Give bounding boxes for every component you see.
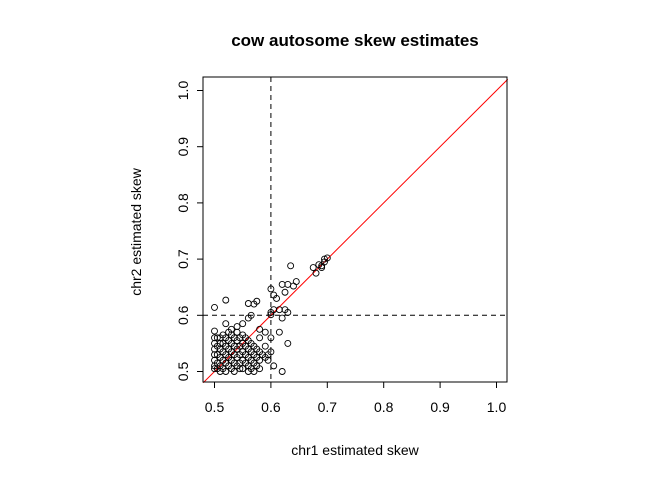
data-point	[264, 356, 272, 364]
data-points	[211, 254, 331, 375]
data-point	[278, 368, 286, 375]
data-point	[284, 309, 292, 316]
data-point	[230, 368, 238, 375]
x-tick-label: 0.7	[318, 399, 338, 415]
data-point	[267, 311, 275, 319]
data-point	[270, 362, 278, 370]
data-point	[284, 339, 292, 347]
y-axis: 0.5 0.6 0.7 0.8 0.9 1.0	[175, 81, 203, 382]
y-axis-label: chr2 estimated skew	[128, 167, 144, 295]
data-point	[284, 280, 292, 288]
data-point	[250, 368, 258, 375]
data-point	[267, 285, 275, 293]
data-point	[256, 356, 264, 364]
y-tick-label: 0.8	[175, 193, 191, 213]
data-point	[256, 325, 264, 333]
data-point	[247, 311, 255, 319]
data-point	[275, 328, 283, 336]
data-point	[273, 294, 280, 302]
plot-frame	[202, 76, 508, 383]
data-point	[239, 320, 247, 328]
data-point	[244, 300, 252, 307]
data-point	[256, 334, 264, 342]
data-point	[222, 368, 230, 375]
data-point	[253, 297, 261, 305]
data-point	[261, 328, 269, 336]
data-point	[318, 264, 326, 271]
data-point	[323, 254, 331, 262]
x-tick-label: 0.8	[374, 399, 394, 415]
data-point	[261, 342, 269, 350]
data-point	[227, 325, 235, 333]
data-point	[267, 348, 275, 356]
data-point	[213, 334, 221, 342]
data-point	[236, 365, 244, 373]
reference-lines	[202, 77, 509, 384]
x-tick-label: 0.6	[261, 399, 281, 415]
data-point	[222, 296, 230, 304]
data-point	[287, 262, 295, 270]
data-point	[239, 365, 247, 373]
data-point	[278, 280, 286, 288]
data-point	[309, 264, 317, 271]
identity-diagonal-line	[202, 78, 509, 384]
data-point	[211, 365, 218, 373]
x-axis-label: chr1 estimated skew	[291, 442, 419, 458]
data-point	[256, 365, 264, 373]
data-point	[233, 323, 241, 330]
x-tick-label: 0.9	[430, 399, 450, 415]
y-tick-label: 0.9	[175, 137, 191, 157]
data-point	[278, 314, 286, 322]
x-tick-label: 1.0	[487, 399, 507, 415]
data-point	[267, 334, 275, 342]
data-point	[312, 269, 320, 277]
data-point	[292, 278, 300, 286]
y-tick-label: 0.7	[175, 249, 191, 269]
chart-title: cow autosome skew estimates	[231, 31, 479, 50]
x-tick-label: 0.5	[205, 399, 225, 415]
data-point	[281, 288, 289, 296]
data-point	[275, 306, 283, 314]
x-axis: 0.5 0.6 0.7 0.8 0.9 1.0	[205, 382, 507, 415]
y-tick-label: 0.5	[175, 362, 191, 382]
y-tick-label: 1.0	[175, 81, 191, 101]
data-point	[222, 320, 230, 328]
data-point	[290, 282, 297, 290]
y-tick-label: 0.6	[175, 305, 191, 325]
data-point	[211, 327, 218, 335]
data-point	[211, 303, 218, 311]
data-point	[233, 328, 241, 336]
